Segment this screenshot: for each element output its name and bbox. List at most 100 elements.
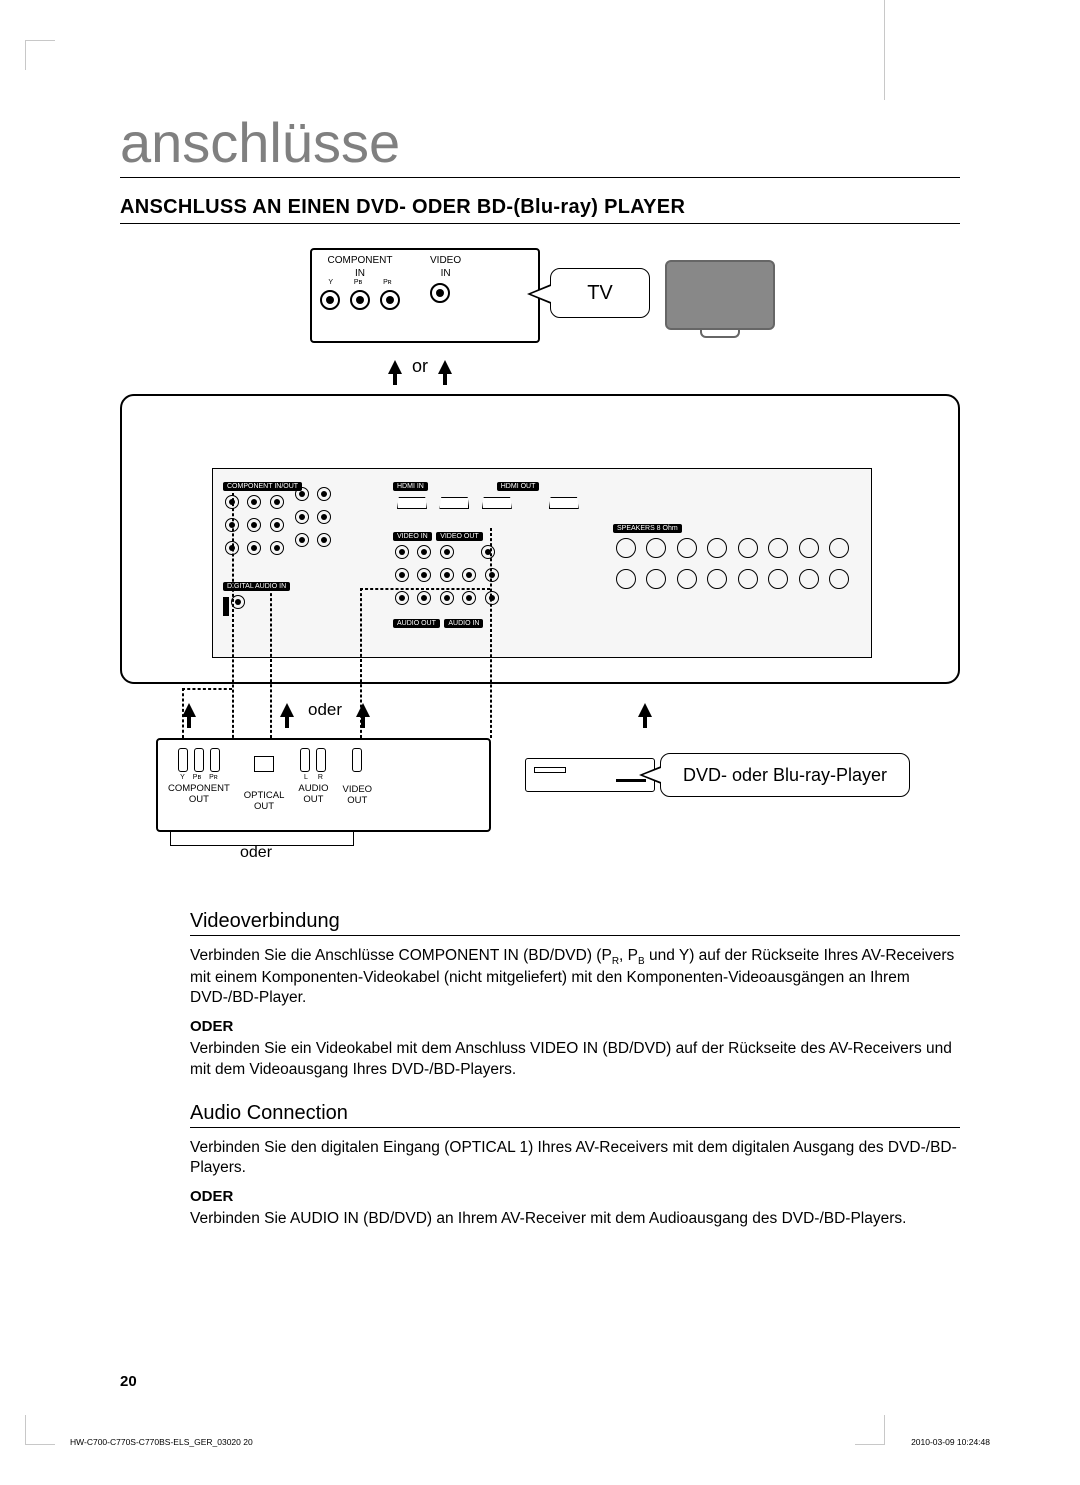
connection-diagram: COMPONENT IN Y Pʙ Pʀ xyxy=(120,248,960,888)
page-number: 20 xyxy=(120,1373,137,1390)
sub-b: B xyxy=(638,956,645,967)
video-out-label: VIDEO OUT xyxy=(343,784,373,806)
jack-icon xyxy=(247,541,261,555)
pb-label: Pʙ xyxy=(193,774,201,781)
hdmi-in-band: HDMI IN xyxy=(393,482,428,491)
hdmi-port-icon xyxy=(549,497,579,509)
audio-heading: Audio Connection xyxy=(190,1102,960,1128)
jack-icon xyxy=(430,283,450,303)
y-label: Y xyxy=(328,279,333,286)
crop-mark xyxy=(884,0,885,100)
plug-icon xyxy=(300,748,310,772)
speakers-band: SPEAKERS 8 Ohm xyxy=(613,524,682,533)
in-label: IN xyxy=(320,268,400,279)
cable-line xyxy=(360,588,490,590)
video-paragraph-1: Verbinden Sie die Anschlüsse COMPONENT I… xyxy=(190,946,960,1008)
jack-icon xyxy=(320,290,340,310)
or-row: or xyxy=(388,356,452,377)
or-label: or xyxy=(412,356,428,377)
content-area: anschlüsse ANSCHLUSS AN EINEN DVD- ODER … xyxy=(120,110,960,1239)
hdmi-out-band: HDMI OUT xyxy=(497,482,540,491)
jack-icon xyxy=(440,591,454,605)
terminal-icon xyxy=(616,569,636,589)
hdmi-port-icon xyxy=(397,497,427,509)
jack-icon xyxy=(380,290,400,310)
terminal-icon xyxy=(768,538,788,558)
video-paragraph-2: Verbinden Sie ein Videokabel mit dem Ans… xyxy=(190,1039,960,1079)
footer-left: HW-C700-C770S-C770BS-ELS_GER_03020 20 xyxy=(70,1437,253,1447)
jack-icon xyxy=(295,487,309,501)
crop-mark xyxy=(855,1415,885,1445)
crop-mark xyxy=(25,1415,55,1445)
pb-label: Pʙ xyxy=(354,279,362,286)
terminal-icon xyxy=(646,569,666,589)
component-label: COMPONENT xyxy=(320,256,400,266)
arrow-up-icon xyxy=(182,703,196,717)
tv-icon xyxy=(665,260,775,330)
text: Verbinden Sie die Anschlüsse COMPONENT I… xyxy=(190,947,612,964)
oder-keyword: ODER xyxy=(190,1018,960,1035)
oder-row: oder xyxy=(182,700,652,720)
audio-out-label: AUDIO OUT xyxy=(298,783,328,805)
component-band: COMPONENT IN/OUT xyxy=(223,482,302,491)
cable-line xyxy=(182,688,232,690)
bracket-label: oder xyxy=(240,844,272,862)
terminal-icon xyxy=(738,569,758,589)
player-device-icon xyxy=(525,758,655,792)
y-label: Y xyxy=(180,774,185,781)
jack-icon xyxy=(317,487,331,501)
jack-icon xyxy=(395,568,409,582)
component-out-label: COMPONENT OUT xyxy=(168,783,230,805)
plug-icon xyxy=(352,748,362,772)
terminal-icon xyxy=(677,569,697,589)
jack-icon xyxy=(481,545,495,559)
jack-icon xyxy=(295,510,309,524)
terminal-icon xyxy=(616,538,636,558)
plug-icon xyxy=(316,748,326,772)
pr-label: Pʀ xyxy=(383,279,391,286)
jack-icon xyxy=(317,510,331,524)
jack-icon xyxy=(270,495,284,509)
terminal-icon xyxy=(799,538,819,558)
arrow-up-icon xyxy=(438,360,452,374)
arrow-up-icon xyxy=(388,360,402,374)
tv-callout: TV xyxy=(550,268,650,318)
player-output-panel: Y Pʙ Pʀ COMPONENT OUT OPTICAL OUT xyxy=(156,738,491,832)
player-callout: DVD- oder Blu-ray-Player xyxy=(660,753,910,797)
jack-icon xyxy=(247,518,261,532)
terminal-icon xyxy=(707,569,727,589)
plug-icon xyxy=(178,748,188,772)
jack-icon xyxy=(395,545,409,559)
optical-out-label: OPTICAL OUT xyxy=(244,790,285,812)
audio-in-band: AUDIO IN xyxy=(444,619,483,628)
audio-out-band: AUDIO OUT xyxy=(393,619,440,628)
jack-icon xyxy=(440,545,454,559)
oder-keyword: ODER xyxy=(190,1188,960,1205)
jack-icon xyxy=(417,568,431,582)
arrow-up-icon xyxy=(356,703,370,717)
video-label: VIDEO xyxy=(430,256,461,266)
page: anschlüsse ANSCHLUSS AN EINEN DVD- ODER … xyxy=(0,0,1080,1485)
l-label: L xyxy=(304,774,308,781)
video-heading: Videoverbindung xyxy=(190,910,960,936)
oder-label: oder xyxy=(308,700,342,720)
receiver-panel: COMPONENT IN/OUT xyxy=(212,468,872,658)
tv-stand-icon xyxy=(700,330,740,338)
terminal-icon xyxy=(829,569,849,589)
terminal-icon xyxy=(738,538,758,558)
jack-icon xyxy=(462,591,476,605)
video-in-band: VIDEO IN xyxy=(393,532,432,541)
hdmi-port-icon xyxy=(482,497,512,509)
terminal-icon xyxy=(768,569,788,589)
optical-port-icon xyxy=(227,597,229,616)
terminal-icon xyxy=(646,538,666,558)
jack-icon xyxy=(270,518,284,532)
terminal-icon xyxy=(707,538,727,558)
jack-icon xyxy=(350,290,370,310)
audio-paragraph-1: Verbinden Sie den digitalen Eingang (OPT… xyxy=(190,1138,960,1178)
video-out-band: VIDEO OUT xyxy=(436,532,483,541)
r-label: R xyxy=(318,774,323,781)
tv-input-panel: COMPONENT IN Y Pʙ Pʀ xyxy=(310,248,540,343)
footer-right: 2010-03-09 10:24:48 xyxy=(911,1437,990,1447)
jack-icon xyxy=(317,533,331,547)
